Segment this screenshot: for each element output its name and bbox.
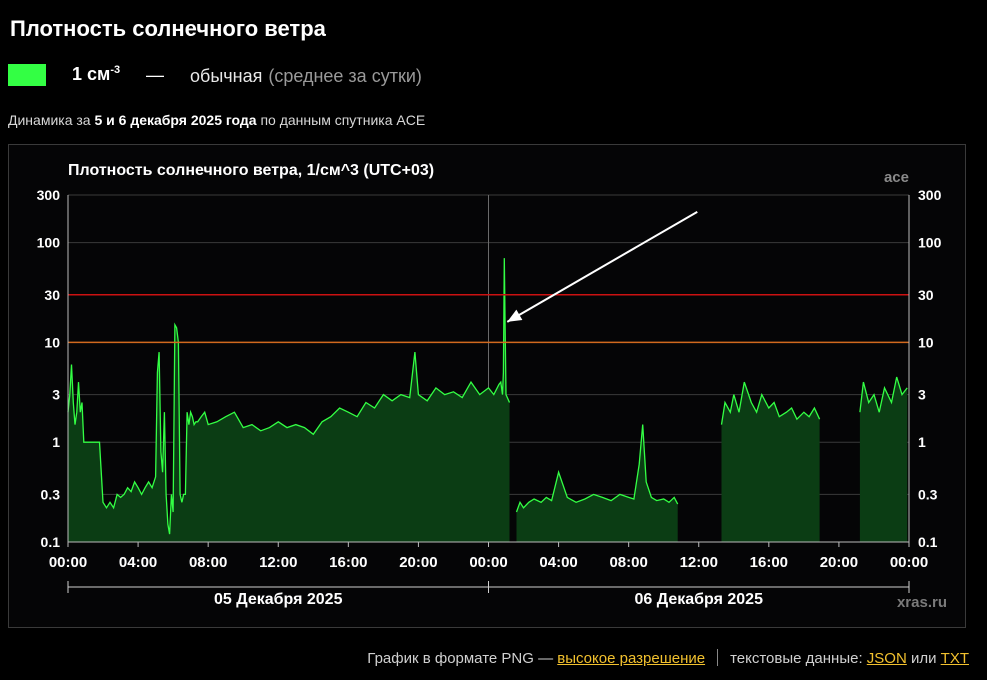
chart-title: Плотность солнечного ветра, 1/см^3 (UTC+…	[68, 162, 434, 179]
footer: График в формате PNG — высокое разрешени…	[367, 649, 969, 667]
chart-frame: Плотность солнечного ветра, 1/см^3 (UTC+…	[8, 144, 966, 628]
x-tick-label: 08:00	[189, 554, 227, 571]
y-tick-label-left: 30	[44, 287, 60, 303]
y-tick-label-right: 10	[918, 334, 934, 350]
source-label: ace	[884, 169, 909, 186]
annotation-arrow-head	[507, 309, 523, 322]
legend-value-exponent: -3	[110, 64, 121, 76]
footer-png-label: График в формате PNG —	[367, 650, 558, 667]
y-tick-label-left: 0.3	[41, 486, 61, 502]
y-tick-label-right: 300	[918, 187, 942, 203]
y-tick-label-left: 1	[52, 434, 60, 450]
watermark: xras.ru	[897, 594, 947, 611]
annotation-arrow-shaft	[506, 210, 698, 323]
x-tick-label: 20:00	[399, 554, 437, 571]
footer-divider	[717, 649, 719, 666]
y-tick-label-left: 100	[37, 235, 61, 251]
x-tick-label: 12:00	[259, 554, 297, 571]
hi-res-link[interactable]: высокое разрешение	[557, 650, 706, 667]
y-tick-label-left: 10	[44, 334, 60, 350]
legend-swatch	[8, 64, 46, 86]
legend: 1 см-3 — обычная (среднее за сутки)	[8, 62, 608, 90]
x-tick-label: 04:00	[539, 554, 577, 571]
json-link[interactable]: JSON	[866, 650, 907, 667]
y-tick-label-left: 3	[52, 387, 60, 403]
y-tick-label-left: 300	[37, 187, 61, 203]
legend-description: обычная (среднее за сутки)	[190, 66, 422, 86]
series-line	[859, 376, 908, 413]
y-tick-label-right: 100	[918, 235, 942, 251]
x-tick-label: 00:00	[469, 554, 507, 571]
txt-link[interactable]: TXT	[940, 650, 969, 667]
series-line	[67, 258, 511, 535]
series-line	[720, 381, 821, 425]
x-tick-label: 16:00	[329, 554, 367, 571]
series-area	[516, 424, 678, 542]
footer-or: или	[906, 650, 941, 667]
legend-dash: —	[146, 65, 164, 85]
dynamics-dates: 5 и 6 декабря 2025 года	[94, 112, 257, 128]
y-tick-label-right: 1	[918, 434, 926, 450]
x-tick-label: 20:00	[820, 554, 858, 571]
x-tick-label: 00:00	[890, 554, 928, 571]
x-tick-label: 16:00	[750, 554, 788, 571]
y-tick-label-right: 0.3	[918, 486, 938, 502]
y-tick-label-right: 0.1	[918, 534, 938, 550]
x-tick-label: 04:00	[119, 554, 157, 571]
dynamics-caption: Динамика за 5 и 6 декабря 2025 года по д…	[8, 112, 426, 128]
x-tick-label: 08:00	[609, 554, 647, 571]
y-tick-label-right: 3	[918, 387, 926, 403]
x-tick-label: 00:00	[49, 554, 87, 571]
x-tick-label: 12:00	[680, 554, 718, 571]
legend-value: 1 см-3	[72, 64, 121, 84]
series-area	[859, 377, 908, 542]
day-label: 06 Декабря 2025	[635, 591, 764, 608]
page-title: Плотность солнечного ветра	[10, 16, 326, 41]
y-tick-label-left: 0.1	[41, 534, 61, 550]
series-area	[68, 258, 510, 542]
y-tick-label-right: 30	[918, 287, 934, 303]
legend-note: (среднее за сутки)	[268, 66, 422, 86]
day-label: 05 Декабря 2025	[214, 591, 343, 608]
footer-text-data-label: текстовые данные:	[730, 650, 867, 667]
density-chart: Плотность солнечного ветра, 1/см^3 (UTC+…	[37, 162, 947, 611]
series-area	[721, 382, 820, 542]
series-line	[515, 424, 679, 513]
